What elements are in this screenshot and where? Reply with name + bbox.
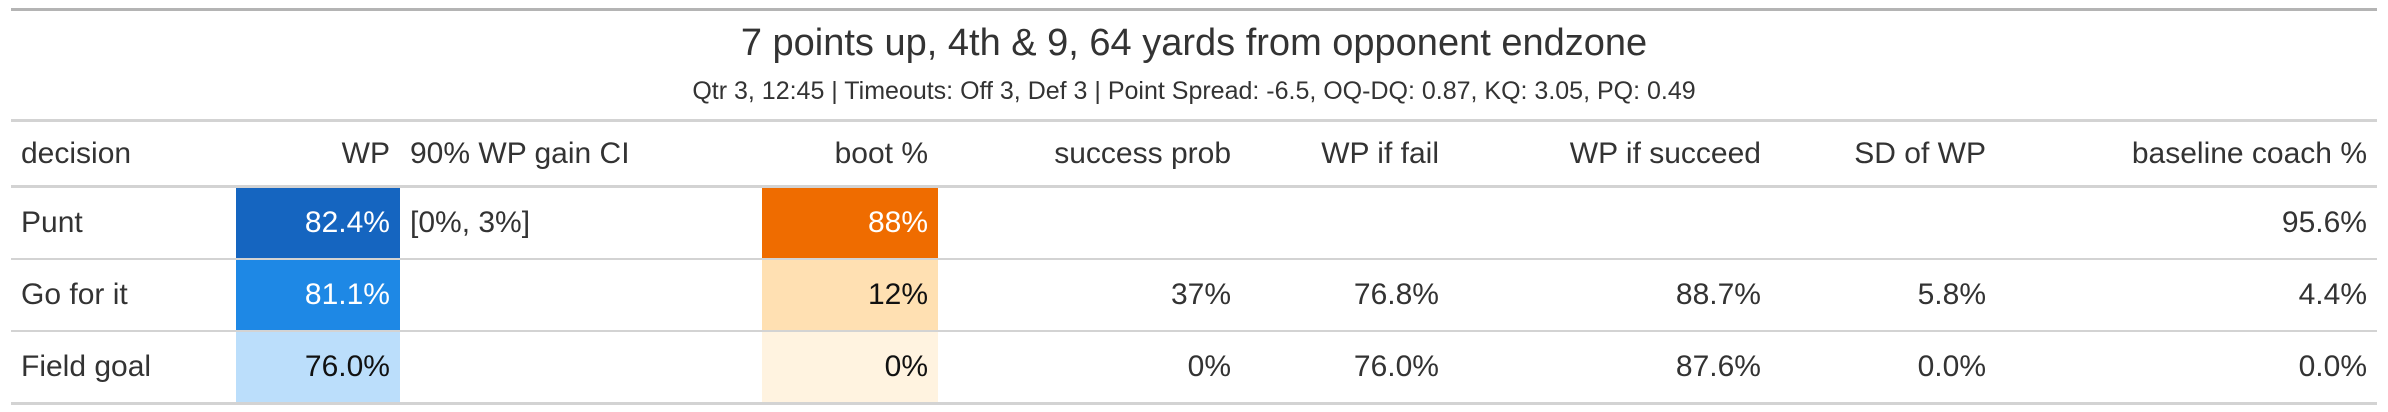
ci-cell: [0%, 3%]	[400, 186, 762, 260]
success-prob-cell: 0%	[938, 331, 1241, 405]
header-rule	[11, 119, 2377, 122]
wp-fail-cell: 76.8%	[1241, 259, 1449, 332]
success-prob-cell	[938, 186, 1241, 260]
wp-cell: 81.1%	[236, 259, 400, 332]
decision-cell: Go for it	[11, 259, 236, 332]
col-header-wp: WP	[236, 123, 400, 188]
col-header-baseline: baseline coach %	[1996, 123, 2377, 188]
top-rule	[11, 8, 2377, 11]
table-subtitle: Qtr 3, 12:45 | Timeouts: Off 3, Def 3 | …	[692, 77, 1696, 105]
wp-cell: 76.0%	[236, 331, 400, 405]
table-row: Field goal 76.0% 0% 0% 76.0% 87.6% 0.0% …	[11, 331, 2377, 405]
col-header-wp-fail: WP if fail	[1241, 123, 1449, 188]
col-header-decision: decision	[11, 123, 236, 188]
sd-wp-cell	[1771, 186, 1996, 260]
table-row: Go for it 81.1% 12% 37% 76.8% 88.7% 5.8%…	[11, 259, 2377, 332]
sd-wp-cell: 5.8%	[1771, 259, 1996, 332]
table-title: 7 points up, 4th & 9, 64 yards from oppo…	[740, 22, 1648, 64]
col-header-ci: 90% WP gain CI	[400, 123, 762, 188]
wp-cell: 82.4%	[236, 186, 400, 260]
col-header-wp-succeed: WP if succeed	[1449, 123, 1771, 188]
baseline-cell: 95.6%	[1996, 186, 2377, 260]
decision-table: decision WP 90% WP gain CI boot % succes…	[11, 123, 2377, 405]
sd-wp-cell: 0.0%	[1771, 331, 1996, 405]
table-row: Punt 82.4% [0%, 3%] 88% 95.6%	[11, 186, 2377, 260]
col-header-sd-wp: SD of WP	[1771, 123, 1996, 188]
ci-cell	[400, 259, 762, 332]
wp-succeed-cell: 88.7%	[1449, 259, 1771, 332]
boot-cell: 0%	[762, 331, 938, 405]
boot-cell: 12%	[762, 259, 938, 332]
ci-cell	[400, 331, 762, 405]
baseline-cell: 4.4%	[1996, 259, 2377, 332]
col-header-boot: boot %	[762, 123, 938, 188]
wp-fail-cell	[1241, 186, 1449, 260]
col-header-success-prob: success prob	[938, 123, 1241, 188]
decision-cell: Field goal	[11, 331, 236, 405]
wp-succeed-cell	[1449, 186, 1771, 260]
wp-succeed-cell: 87.6%	[1449, 331, 1771, 405]
baseline-cell: 0.0%	[1996, 331, 2377, 405]
success-prob-cell: 37%	[938, 259, 1241, 332]
decision-cell: Punt	[11, 186, 236, 260]
boot-cell: 88%	[762, 186, 938, 260]
wp-fail-cell: 76.0%	[1241, 331, 1449, 405]
header-row: decision WP 90% WP gain CI boot % succes…	[11, 123, 2377, 188]
